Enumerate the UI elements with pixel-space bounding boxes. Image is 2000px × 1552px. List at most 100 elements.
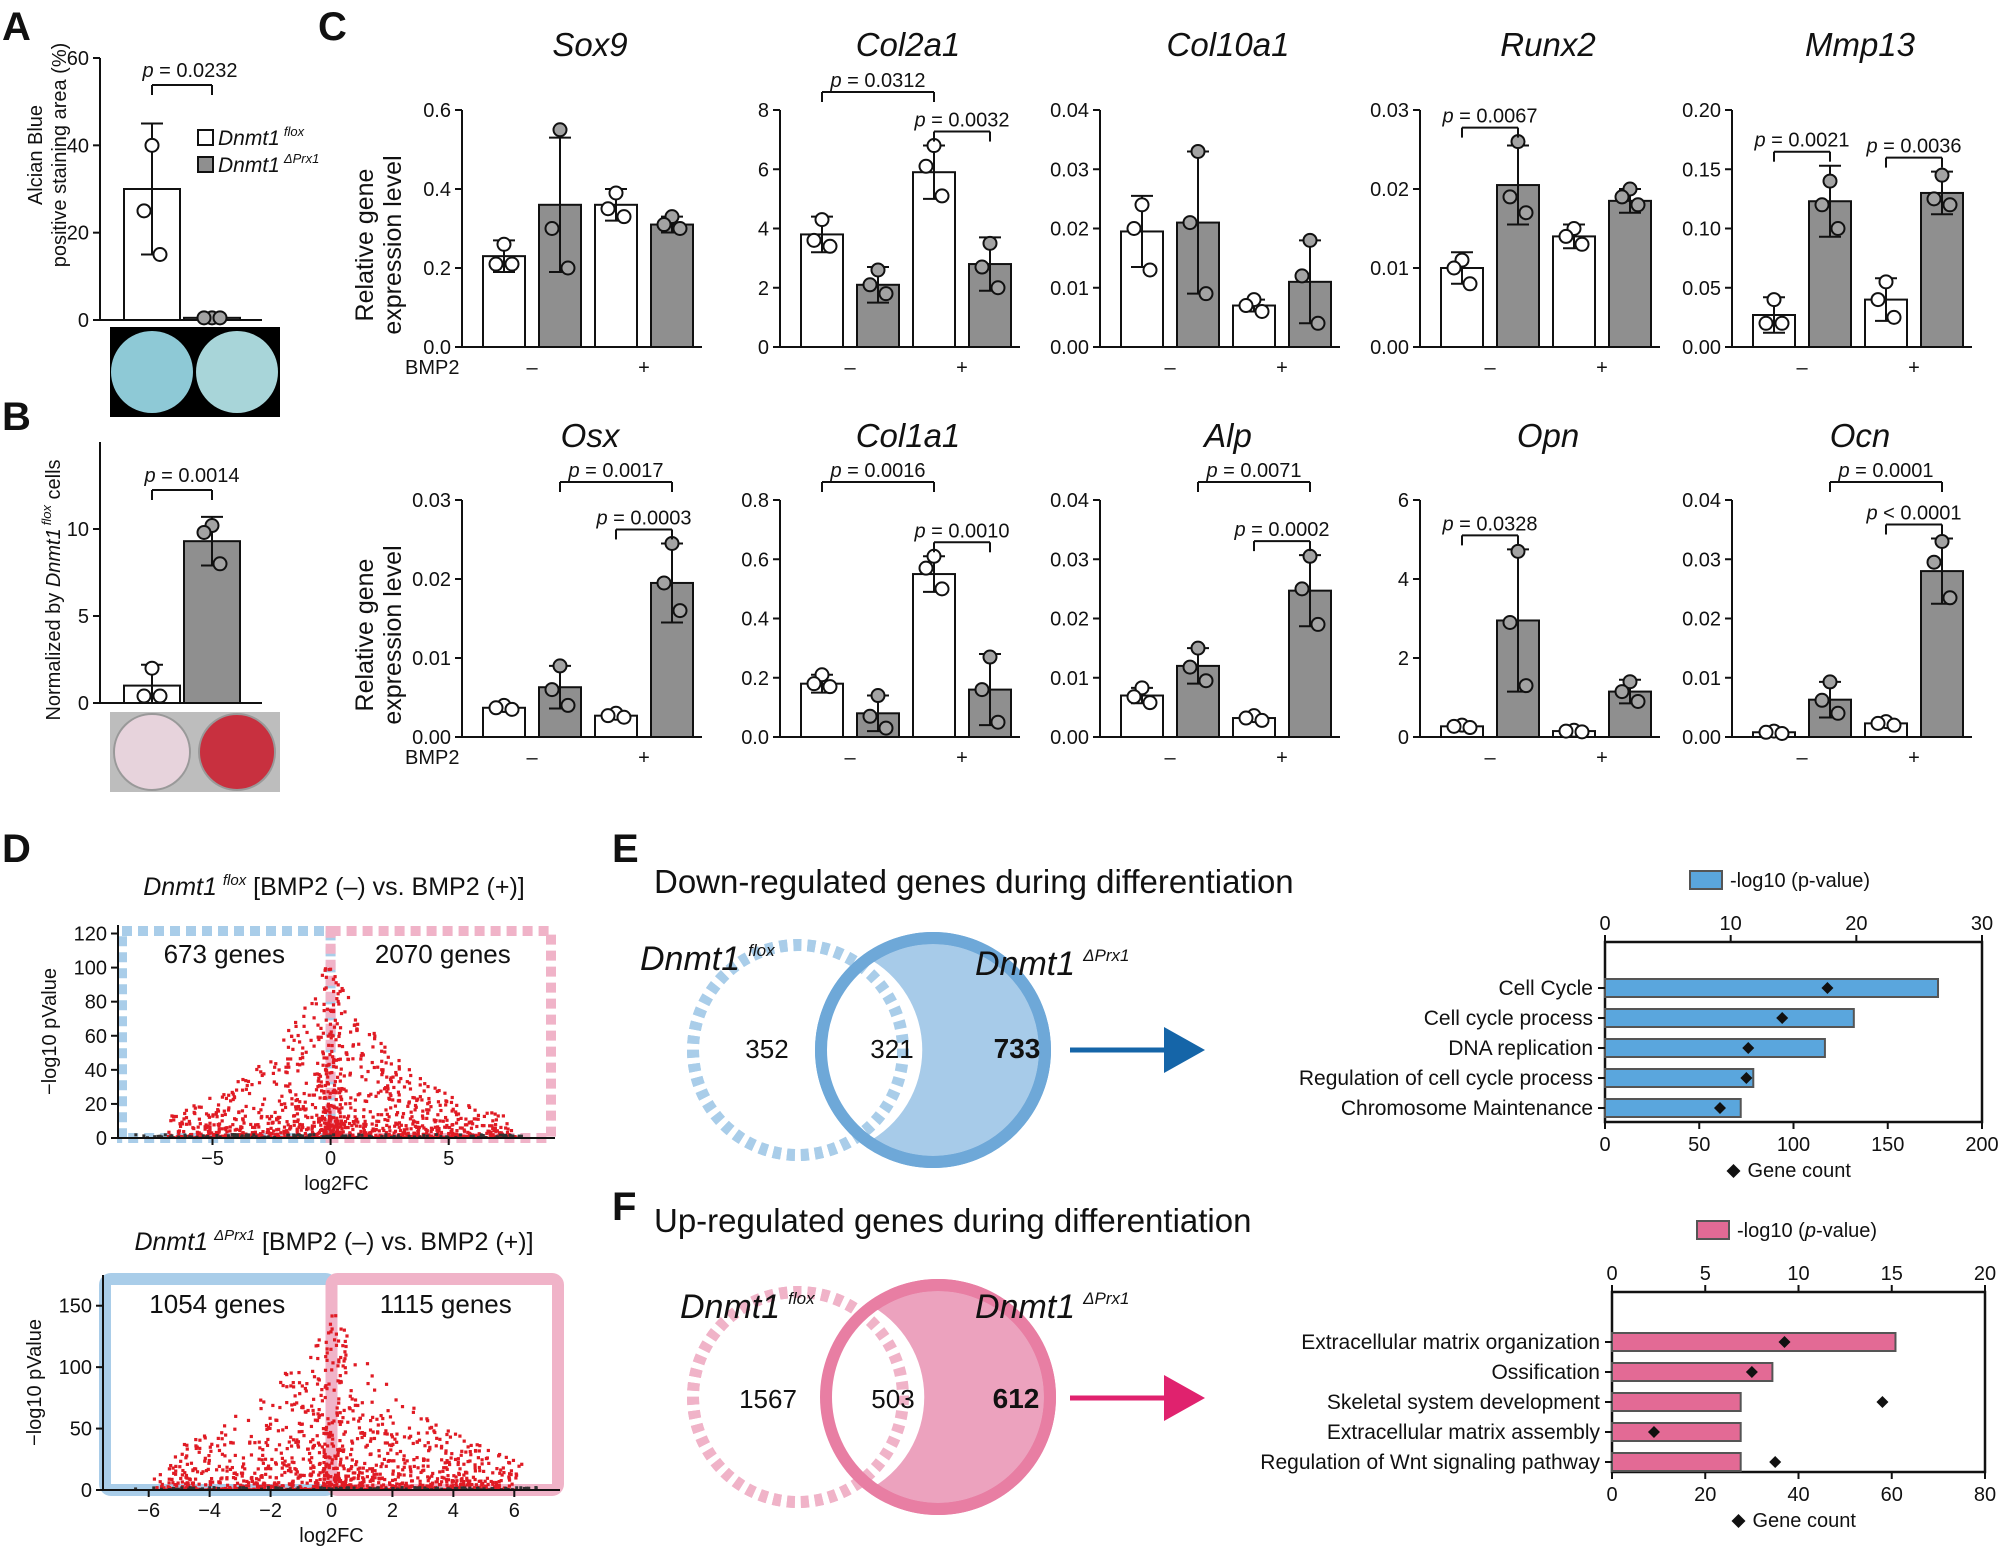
volcano-point — [283, 1371, 288, 1376]
volcano-point — [402, 1454, 406, 1458]
volcano-point — [197, 1131, 201, 1135]
venn-down-left-count: 352 — [745, 1034, 788, 1064]
volcano-point — [289, 1435, 293, 1439]
volcano-point — [353, 1471, 357, 1475]
venn-up-right-ring — [820, 1279, 1056, 1515]
volcano-point — [314, 1487, 318, 1489]
volcano-point — [196, 1125, 200, 1129]
volcano-point — [438, 1470, 442, 1474]
volcano-point — [270, 1457, 274, 1462]
go-gene-count-marker — [1647, 1426, 1660, 1438]
volcano-point — [182, 1136, 186, 1137]
go-bar — [1611, 1332, 1897, 1352]
volcano-point — [269, 1484, 273, 1488]
volcano-point — [315, 1485, 320, 1489]
volcano-point — [174, 1464, 178, 1469]
volcano-point — [325, 1007, 330, 1011]
volcano-point — [316, 1356, 320, 1361]
volcano-point — [425, 1431, 429, 1435]
volcano-point — [290, 1097, 294, 1101]
gene-sox9-point — [496, 236, 512, 252]
volcano-point — [393, 1478, 397, 1482]
gene-col2a1-point — [862, 277, 878, 293]
volcano-point — [360, 1435, 364, 1440]
volcano-point-ns — [298, 1134, 302, 1137]
volcano-point — [370, 1467, 375, 1471]
volcano-point-ns — [484, 1136, 488, 1137]
volcano-point — [452, 1134, 456, 1137]
volcano-point — [310, 1115, 314, 1119]
volcano-point — [264, 1441, 268, 1445]
volcano-point — [361, 1126, 366, 1130]
gene-col10a1-ytick-label: 0.01 — [1050, 278, 1089, 300]
volcano-point — [195, 1130, 199, 1134]
volcano-point — [167, 1467, 171, 1471]
volcano-point — [370, 1374, 374, 1378]
volcano-point — [328, 1119, 332, 1123]
volcano-point — [280, 1466, 284, 1470]
volcano-point — [336, 1125, 340, 1129]
volcano-point-ns — [192, 1486, 196, 1489]
volcano-point — [459, 1453, 463, 1457]
volcano-point — [338, 1026, 343, 1030]
volcano-point — [244, 1079, 248, 1083]
volcano-point — [317, 1415, 321, 1420]
volcano-point-ns — [400, 1486, 404, 1489]
volcano-point — [283, 1459, 287, 1463]
volcano-point — [326, 1090, 330, 1094]
volcano-point — [322, 1460, 326, 1465]
panel-a-point — [144, 137, 160, 153]
volcano-point — [208, 1121, 212, 1125]
volcano-point-ns — [440, 1487, 444, 1489]
panel-a-point — [212, 310, 228, 326]
volcano-top-title: Dnmt1 flox [BMP2 (–) vs. BMP2 (+)] — [143, 872, 525, 901]
gene-ocn-ytick-label: 0.04 — [1682, 490, 1721, 512]
volcano-point — [395, 1111, 400, 1115]
volcano-point — [412, 1464, 416, 1469]
volcano-point — [225, 1483, 230, 1487]
volcano-point — [192, 1104, 196, 1108]
volcano-point — [297, 1040, 302, 1044]
volcano-point-ns — [360, 1133, 364, 1137]
volcano-point — [451, 1479, 456, 1483]
volcano-point — [372, 1473, 376, 1477]
volcano-point — [376, 1091, 381, 1095]
volcano-point — [328, 1110, 332, 1114]
volcano-point — [173, 1472, 178, 1476]
volcano-point — [275, 1128, 279, 1132]
volcano-point — [392, 1085, 396, 1090]
volcano-point — [280, 1473, 284, 1477]
volcano-point — [411, 1122, 415, 1126]
volcano-point — [451, 1107, 455, 1111]
volcano-point — [414, 1133, 418, 1137]
volcano-point — [324, 975, 328, 979]
volcano-point — [316, 1061, 320, 1065]
volcano-point — [442, 1466, 446, 1470]
volcano-point-ns — [327, 1487, 331, 1489]
volcano-point — [198, 1446, 202, 1451]
gene-opn-point — [1510, 543, 1526, 559]
volcano-point — [277, 1127, 281, 1131]
volcano-point — [289, 1371, 293, 1375]
volcano-point — [314, 1088, 319, 1092]
gene-runx2-ytick-label: 0.01 — [1370, 258, 1409, 280]
volcano-point-ns — [404, 1487, 408, 1489]
volcano-point-ns — [479, 1135, 483, 1137]
gene-opn-point — [1502, 614, 1518, 630]
volcano-point — [330, 1043, 334, 1048]
volcano-point — [334, 1314, 338, 1318]
volcano-point — [254, 1481, 258, 1485]
volcano-point — [507, 1472, 512, 1476]
volcano-point — [447, 1462, 452, 1467]
volcano-point — [412, 1406, 416, 1410]
volcano-point — [316, 1441, 321, 1445]
volcano-point — [331, 1444, 336, 1448]
volcano-point — [443, 1115, 448, 1120]
volcano-point — [507, 1460, 511, 1465]
go-legend-label: -log10 (p-value) — [1730, 870, 1870, 892]
volcano-ytick-label: 100 — [74, 958, 107, 980]
volcano-point — [421, 1457, 426, 1461]
